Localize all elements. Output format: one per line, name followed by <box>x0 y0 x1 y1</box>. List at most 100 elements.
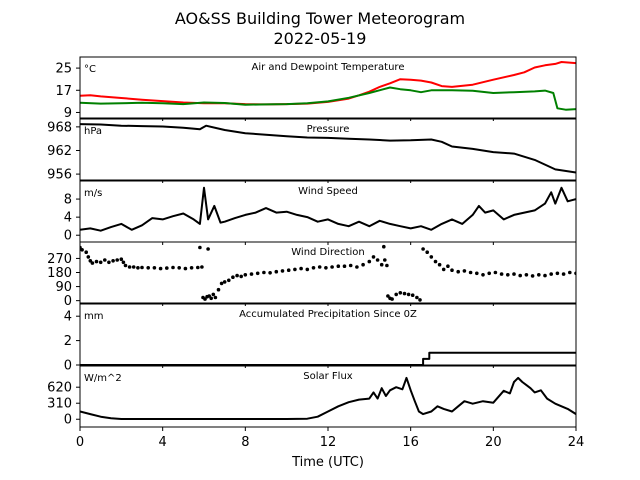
data-point-wind_direction-0-21 <box>158 266 163 271</box>
data-point-wind_direction-0-100 <box>537 273 541 277</box>
data-point-wind_direction-0-6 <box>94 259 99 264</box>
panel-unit-label: mm <box>84 311 103 322</box>
data-point-wind_direction-0-91 <box>481 273 485 277</box>
data-point-wind_direction-0-78 <box>418 298 422 302</box>
data-point-wind_direction-0-42 <box>239 274 243 279</box>
y-tick-label: 962 <box>47 144 72 159</box>
data-point-wind_direction-0-89 <box>468 270 473 275</box>
data-point-wind_direction-0-49 <box>280 269 285 273</box>
data-point-wind_direction-0-77 <box>415 295 419 300</box>
y-tick-label: 956 <box>47 168 72 183</box>
data-point-wind_direction-0-23 <box>171 265 175 270</box>
panel-precip-plot <box>80 351 576 365</box>
data-point-wind_direction-0-16 <box>131 265 136 269</box>
data-point-wind_direction-0-55 <box>317 265 322 269</box>
data-point-wind_direction-0-11 <box>115 258 119 262</box>
data-point-wind_direction-0-83 <box>437 262 442 267</box>
data-point-wind_direction-0-33 <box>209 296 213 301</box>
data-point-wind_direction-0-96 <box>512 272 516 276</box>
panel-unit-label: m/s <box>84 188 102 199</box>
panel-wind_speed-plot <box>80 186 576 232</box>
data-point-wind_direction-0-102 <box>549 272 553 276</box>
data-point-wind_direction-0-22 <box>165 266 169 270</box>
data-point-wind_direction-0-59 <box>342 264 347 269</box>
data-point-wind_direction-0-8 <box>103 258 107 262</box>
data-point-wind_direction-0-63 <box>367 259 372 264</box>
x-tick-label: 24 <box>568 435 585 450</box>
data-point-wind_direction-0-37 <box>219 281 224 286</box>
y-tick-label: 90 <box>55 280 72 295</box>
data-point-wind_direction-0-28 <box>200 265 204 269</box>
data-point-wind_direction-0-34 <box>211 292 216 297</box>
data-point-wind_direction-0-24 <box>177 266 181 270</box>
y-tick-label: 25 <box>55 62 72 77</box>
panel-unit-label: °C <box>84 64 96 75</box>
data-point-wind_direction-0-44 <box>249 272 254 276</box>
data-point-wind_direction-0-60 <box>348 263 353 268</box>
panel-temp: 9 17 25 °C Air and Dewpoint Temperature <box>55 56 577 121</box>
data-point-wind_direction-0-71 <box>390 297 394 301</box>
data-point-wind_direction-0-66 <box>379 262 384 267</box>
data-point-wind_direction-0-43 <box>243 273 248 277</box>
y-tick-label: 9 <box>64 106 72 121</box>
data-point-wind_direction-0-17 <box>136 266 140 270</box>
panel-pressure: 956 962 968 hPa Pressure <box>47 118 577 183</box>
data-point-wind_direction-0-26 <box>189 266 194 270</box>
data-point-wind_direction-0-88 <box>462 269 467 273</box>
data-point-wind_direction-0-19 <box>146 266 150 270</box>
data-point-wind_direction-0-12 <box>119 257 124 262</box>
panel-precip: 0 2 4 mm Accumulated Precipitation Since 0Z <box>64 303 577 374</box>
data-point-wind_direction-0-79 <box>421 247 425 251</box>
data-point-wind_direction-0-93 <box>493 270 498 275</box>
data-point-wind_direction-0-75 <box>406 292 411 297</box>
panel-stack: 9 17 25 °C Air and Dewpoint Temperature 956 96… <box>47 56 577 431</box>
data-point-wind_direction-0-103 <box>555 271 560 276</box>
shared-x-axis: 0 4 8 12 16 20 24 <box>76 435 584 450</box>
data-point-wind_direction-0-97 <box>518 273 522 278</box>
data-point-wind_direction-0-94 <box>499 272 504 276</box>
data-point-wind_direction-0-47 <box>268 271 272 275</box>
data-point-wind_direction-0-25 <box>183 266 188 271</box>
data-point-wind_direction-0-50 <box>286 268 291 273</box>
y-tick-label: 310 <box>47 397 72 412</box>
y-tick-label: 270 <box>47 252 72 267</box>
data-point-wind_direction-0-58 <box>336 264 341 269</box>
data-point-wind_direction-0-5 <box>90 261 95 265</box>
data-point-wind_direction-0-35 <box>213 295 218 300</box>
panel-title: Wind Speed <box>298 186 358 197</box>
panel-temp-plot <box>80 61 576 111</box>
x-tick-label: 12 <box>320 435 337 450</box>
panel-title: Pressure <box>307 124 350 135</box>
data-point-wind_direction-0-69 <box>386 294 390 298</box>
series-line-solar-0 <box>80 376 576 420</box>
data-point-wind_direction-0-36 <box>216 287 221 292</box>
data-point-wind_direction-1-2 <box>382 244 386 249</box>
x-tick-label: 20 <box>485 435 502 450</box>
data-point-wind_direction-0-92 <box>487 271 492 276</box>
data-point-wind_direction-0-45 <box>255 271 260 276</box>
data-point-wind_direction-0-18 <box>140 265 144 270</box>
data-point-wind_direction-0-4 <box>88 259 93 263</box>
y-tick-label: 8 <box>64 193 72 208</box>
panel-wind_direction-plot <box>80 244 576 302</box>
panel-wind_speed: 0 4 8 m/s Wind Speed <box>64 180 577 245</box>
data-point-wind_direction-0-30 <box>203 297 207 301</box>
data-point-wind_direction-0-87 <box>456 269 461 274</box>
panel-title: Solar Flux <box>303 371 353 382</box>
data-point-wind_direction-0-65 <box>375 258 380 262</box>
panel-unit-label: W/m^2 <box>84 373 122 384</box>
data-point-wind_direction-0-20 <box>152 266 157 270</box>
data-point-wind_direction-0-95 <box>506 273 510 277</box>
x-tick-label: 4 <box>159 435 167 450</box>
data-point-wind_direction-0-74 <box>402 291 407 296</box>
data-point-wind_direction-0-54 <box>311 266 316 270</box>
data-point-wind_direction-0-38 <box>222 280 227 284</box>
data-point-wind_direction-0-68 <box>385 263 389 268</box>
panel-title: Accumulated Precipitation Since 0Z <box>239 309 417 320</box>
data-point-wind_direction-0-84 <box>441 267 446 272</box>
data-point-wind_direction-0-61 <box>355 265 359 269</box>
series-line-temp-1 <box>80 86 576 111</box>
data-point-wind_direction-0-14 <box>123 263 128 268</box>
